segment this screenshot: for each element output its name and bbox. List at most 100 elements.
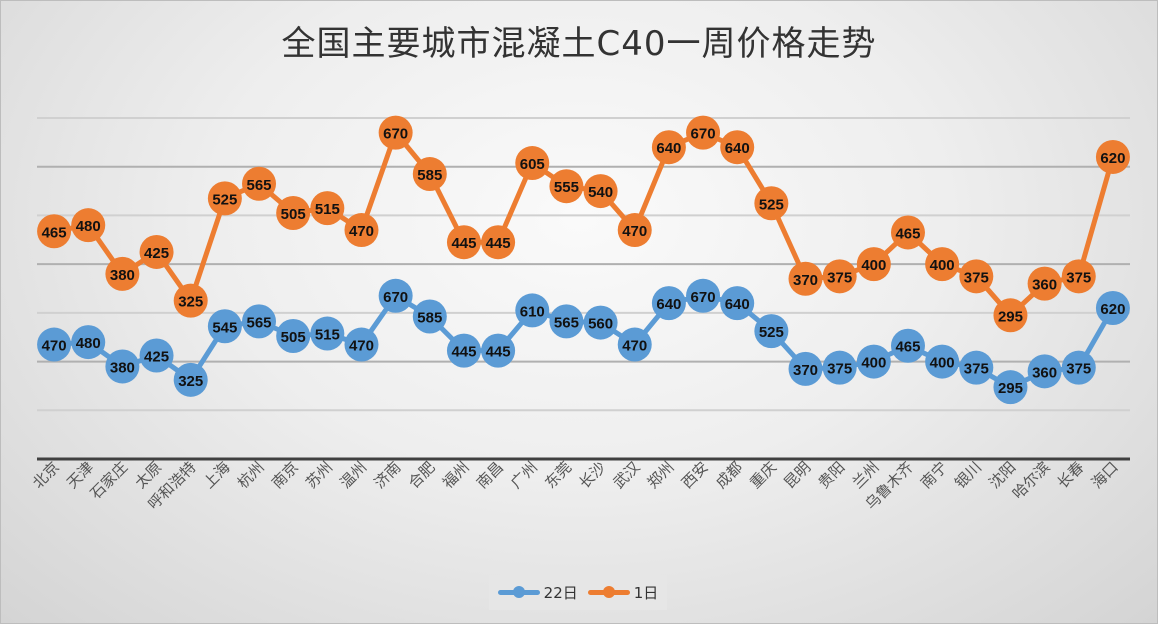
series-line-1 (53, 130, 1116, 318)
data-point (993, 370, 1028, 405)
data-label: 540 (588, 184, 613, 201)
data-label: 370 (793, 362, 818, 379)
data-label: 565 (247, 314, 272, 331)
data-label: 620 (1100, 301, 1125, 318)
x-tick-label: 南京 (268, 458, 302, 492)
data-label: 425 (144, 348, 169, 365)
data-label: 670 (691, 289, 716, 306)
data-label: 640 (656, 140, 681, 157)
data-point (788, 261, 823, 296)
data-label: 400 (930, 355, 955, 372)
data-point (651, 286, 686, 321)
data-label: 560 (588, 316, 613, 333)
data-point (651, 130, 686, 165)
data-point (617, 213, 652, 248)
data-point (1095, 139, 1130, 174)
data-label: 400 (930, 257, 955, 274)
data-label: 295 (998, 380, 1023, 397)
data-point (856, 247, 891, 282)
data-label: 465 (895, 225, 920, 242)
data-label: 425 (144, 245, 169, 262)
data-point (412, 299, 447, 334)
data-label: 545 (212, 319, 237, 336)
x-tick-label: 昆明 (780, 458, 814, 492)
data-point (1027, 354, 1062, 389)
data-label: 670 (691, 126, 716, 143)
legend-marker-icon (587, 586, 630, 598)
data-point (583, 174, 618, 209)
data-point (37, 327, 72, 362)
data-label: 515 (315, 201, 340, 218)
x-tick-label: 银川 (951, 458, 985, 492)
data-label: 565 (247, 177, 272, 194)
data-label: 640 (725, 296, 750, 313)
x-tick-label: 济南 (371, 458, 405, 492)
data-label: 465 (42, 224, 67, 241)
x-tick-label: 长沙 (575, 458, 609, 492)
x-tick-label: 海口 (1088, 458, 1122, 492)
data-label: 380 (110, 267, 135, 284)
legend-label: 1日 (633, 584, 659, 602)
data-label: 465 (895, 339, 920, 356)
data-point (822, 259, 857, 294)
x-tick-label: 杭州 (234, 458, 268, 492)
data-label: 375 (964, 269, 989, 286)
data-point (686, 278, 721, 313)
data-point (446, 225, 481, 260)
x-tick-label: 苏州 (302, 458, 336, 492)
data-label: 375 (827, 269, 852, 286)
x-tick-label: 贵阳 (815, 458, 849, 492)
data-point (788, 351, 823, 386)
data-label: 525 (759, 324, 784, 341)
data-point (1027, 266, 1062, 301)
data-label: 325 (178, 373, 203, 390)
data-label: 375 (827, 361, 852, 378)
data-label: 380 (110, 359, 135, 376)
data-point (1061, 350, 1096, 385)
data-label: 585 (417, 167, 442, 184)
data-label: 515 (315, 327, 340, 344)
data-label: 470 (349, 338, 374, 355)
data-label: 400 (861, 355, 886, 372)
x-tick-label: 东莞 (541, 458, 575, 492)
data-point (1095, 290, 1130, 325)
data-label: 370 (793, 272, 818, 289)
x-tick-label: 福州 (439, 458, 473, 492)
data-label: 325 (178, 294, 203, 311)
data-point (754, 186, 789, 221)
data-point (139, 234, 174, 269)
data-point (207, 181, 242, 216)
data-label: 605 (520, 156, 545, 173)
data-point (1061, 259, 1096, 294)
data-point (720, 286, 755, 321)
data-point (242, 304, 277, 339)
data-point (959, 350, 994, 385)
x-tick-label: 郑州 (644, 458, 678, 492)
data-point (207, 309, 242, 344)
data-label: 610 (520, 303, 545, 320)
data-point (993, 298, 1028, 333)
data-label: 640 (656, 296, 681, 313)
data-label: 470 (349, 223, 374, 240)
data-point (959, 259, 994, 294)
data-label: 620 (1100, 150, 1125, 167)
x-tick-label: 武汉 (610, 458, 644, 492)
data-label: 525 (212, 191, 237, 208)
x-tick-label: 西安 (678, 458, 712, 492)
data-point (515, 293, 550, 328)
data-point (583, 305, 618, 340)
data-label: 445 (486, 344, 511, 361)
data-point (344, 213, 379, 248)
data-label: 670 (383, 289, 408, 306)
data-label: 360 (1032, 277, 1057, 294)
data-point (310, 191, 345, 226)
data-point (105, 349, 140, 384)
data-label: 445 (451, 344, 476, 361)
data-point (822, 350, 857, 385)
data-point (890, 328, 925, 363)
data-point (344, 327, 379, 362)
data-label: 445 (486, 235, 511, 252)
data-point (378, 278, 413, 313)
data-point (856, 344, 891, 379)
